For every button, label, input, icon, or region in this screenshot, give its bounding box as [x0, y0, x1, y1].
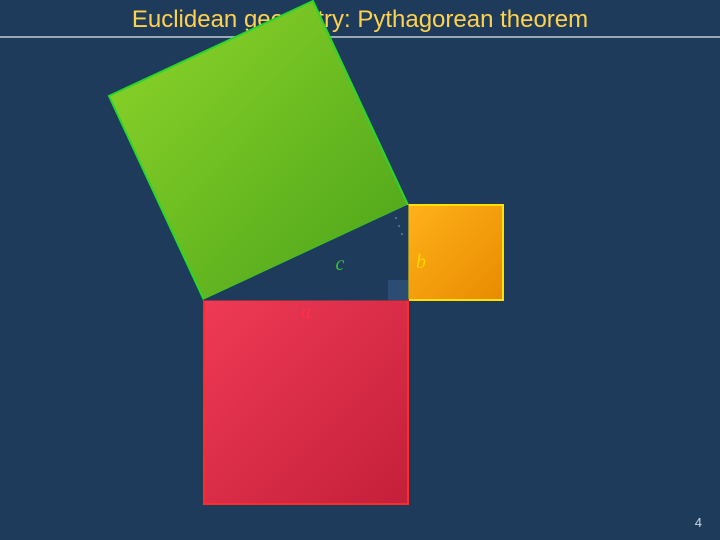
slide: Euclidean geometry: Pythagorean theorem … [0, 0, 720, 540]
label-a: a [301, 301, 311, 323]
square-a [204, 300, 408, 504]
label-c: c [336, 253, 345, 275]
page-number: 4 [695, 515, 702, 530]
label-b: b [416, 251, 426, 273]
diagram-stage: c b a [0, 0, 720, 540]
right-angle-marker [388, 280, 408, 300]
